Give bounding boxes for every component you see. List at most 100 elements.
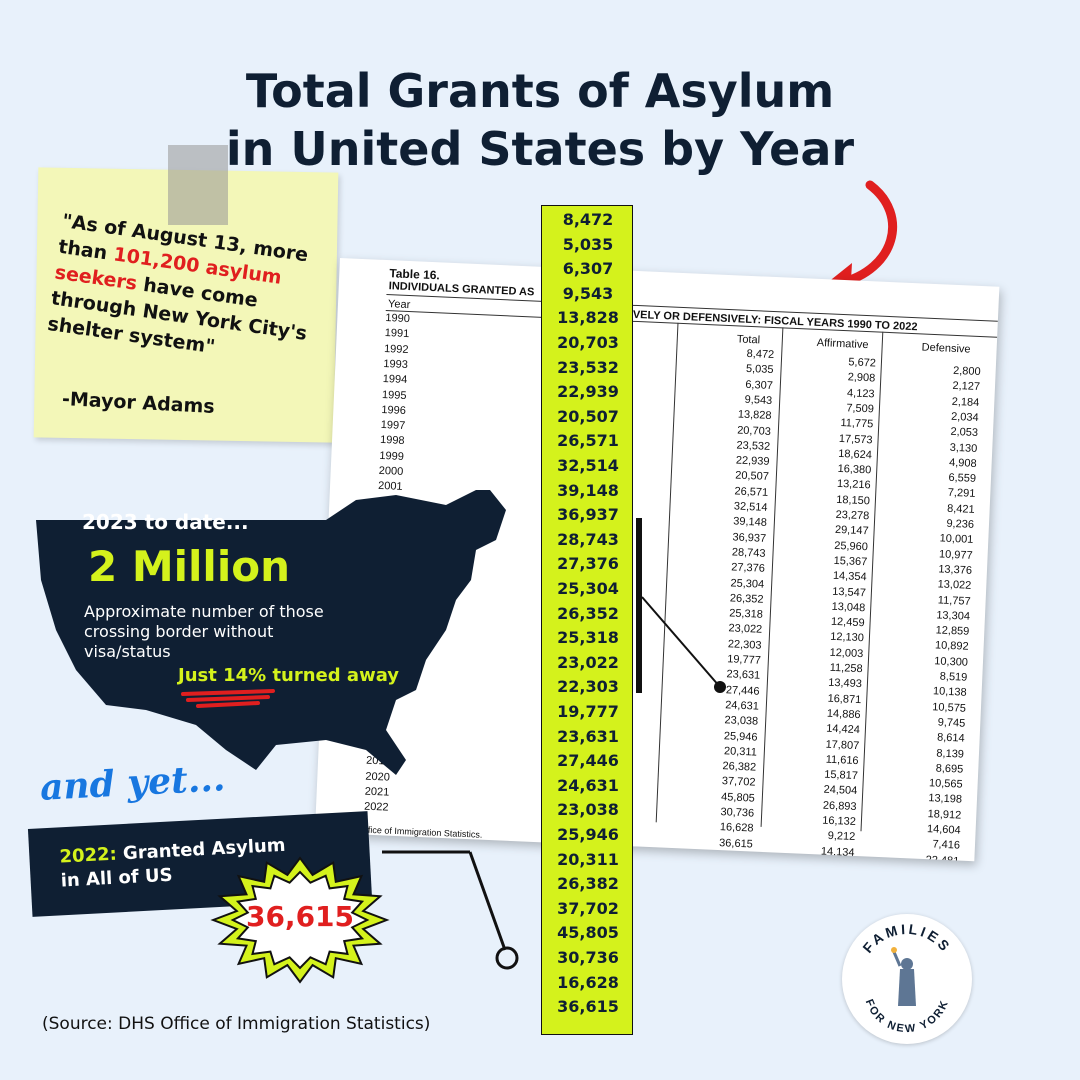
highlight-value: 28,743 xyxy=(557,529,619,549)
table-affirmative-cell: 17,807 xyxy=(825,738,860,752)
table-total-cell: 37,702 xyxy=(721,775,756,790)
table-year: 1991 xyxy=(384,327,410,341)
table-affirmative-cell: 15,367 xyxy=(833,554,868,569)
table-affirmative-cell: 4,123 xyxy=(846,386,875,401)
column-total-header: Total xyxy=(736,333,761,347)
table-defensive-cell: 10,138 xyxy=(932,685,967,700)
table-defensive-cell: 9,236 xyxy=(946,517,975,531)
table-affirmative-cell: 23,278 xyxy=(835,508,870,523)
table-affirmative-cell: 16,380 xyxy=(837,463,872,477)
table-total-cell: 6,307 xyxy=(745,378,774,392)
us-map-silhouette xyxy=(36,490,506,775)
highlight-value: 45,805 xyxy=(557,923,619,943)
table-total-cell: 36,615 xyxy=(718,836,754,851)
table-total-cell: 13,828 xyxy=(737,408,772,423)
table-defensive-cell: 10,977 xyxy=(938,548,973,562)
table-affirmative-cell: 18,150 xyxy=(836,493,871,508)
table-total-cell: 23,038 xyxy=(724,714,759,728)
table-affirmative-cell: 17,573 xyxy=(838,432,873,446)
banner-year: 2022: xyxy=(58,843,118,868)
table-year: 1990 xyxy=(385,312,411,326)
table-affirmative-cell: 13,048 xyxy=(831,600,866,615)
red-underline-icon xyxy=(181,689,275,708)
two-million-figure: 2 Million xyxy=(88,542,290,591)
families-for-new-york-logo: FAMILIES FOR NEW YORK xyxy=(842,914,972,1044)
highlight-value: 37,702 xyxy=(557,898,619,918)
table-defensive-cell: 18,912 xyxy=(927,807,962,822)
table-defensive-cell: 11,757 xyxy=(937,593,971,608)
table-header-rest: IVELY OR DEFENSIVELY: FISCAL YEARS 1990 … xyxy=(629,308,918,334)
highlight-value: 26,382 xyxy=(557,874,619,894)
svg-text:FAMILIES: FAMILIES xyxy=(859,921,954,956)
highlight-value: 16,628 xyxy=(557,972,619,992)
table-affirmative-cell: 12,459 xyxy=(830,615,865,630)
starburst-badge xyxy=(210,856,390,984)
table-defensive-cell: 22,481 xyxy=(925,853,960,862)
table-total-cell: 22,939 xyxy=(735,454,770,469)
table-defensive-cell: 10,300 xyxy=(934,655,969,669)
table-affirmative-cell: 11,616 xyxy=(825,753,859,767)
table-defensive-cell: 8,614 xyxy=(936,731,965,745)
highlight-value: 20,311 xyxy=(557,849,619,869)
table-total-cell: 16,628 xyxy=(719,821,754,835)
table-affirmative-cell: 24,504 xyxy=(823,783,858,798)
table-total-cell: 45,805 xyxy=(720,790,756,805)
highlight-value: 27,376 xyxy=(557,554,619,574)
table-affirmative-cell: 13,216 xyxy=(836,478,871,492)
title-line-2: in United States by Year xyxy=(225,122,855,176)
table-total-cell: 28,743 xyxy=(731,546,766,560)
table-total-cell: 25,946 xyxy=(723,729,758,744)
table-total-cell: 20,507 xyxy=(734,469,770,484)
table-defensive-cell: 8,519 xyxy=(939,670,968,684)
table-defensive-cell: 10,892 xyxy=(934,639,969,654)
table-total-cell: 27,376 xyxy=(730,561,766,576)
banner-text-2: in All of US xyxy=(60,864,174,892)
table-defensive-cell: 2,184 xyxy=(951,395,980,409)
table-affirmative-cell: 14,886 xyxy=(826,707,861,722)
highlight-value: 24,631 xyxy=(557,775,619,795)
highlight-value: 32,514 xyxy=(557,456,619,475)
burst-value: 36,615 xyxy=(245,900,355,933)
and-yet-text: and yet... xyxy=(39,757,227,809)
table-affirmative-cell: 16,871 xyxy=(827,692,862,706)
table-defensive-cell: 13,304 xyxy=(936,609,971,623)
highlight-value: 22,939 xyxy=(557,382,619,402)
table-year: 2021 xyxy=(364,785,390,799)
highlight-value: 23,038 xyxy=(557,800,619,820)
table-defensive-cell: 7,291 xyxy=(947,487,976,501)
map-desc-3: visa/status xyxy=(84,642,171,661)
highlight-value: 25,304 xyxy=(557,579,619,598)
table-defensive-cell: 4,908 xyxy=(948,456,977,470)
title-line-1: Total Grants of Asylum xyxy=(245,64,835,118)
table-defensive-cell: 13,376 xyxy=(938,563,973,577)
table-defensive-cell: 12,859 xyxy=(935,624,970,638)
table-total-cell: 26,382 xyxy=(722,760,757,774)
highlight-value: 8,472 xyxy=(562,210,614,229)
page-title: Total Grants of Asylum in United States … xyxy=(0,62,1080,178)
table-affirmative-cell: 18,624 xyxy=(838,447,873,462)
table-affirmative-cell: 11,258 xyxy=(829,661,863,676)
divider xyxy=(655,322,679,823)
table-total-cell: 24,631 xyxy=(724,699,760,713)
table-affirmative-cell: 15,817 xyxy=(824,768,859,783)
turned-away-note: Just 14% turned away xyxy=(178,665,400,686)
table-total-cell: 20,703 xyxy=(736,423,772,438)
pointer-line xyxy=(641,596,726,693)
highlight-value: 22,303 xyxy=(557,677,619,697)
table-defensive-cell: 8,139 xyxy=(936,746,965,761)
highlight-value: 36,937 xyxy=(557,505,619,525)
column-year-header: Year xyxy=(387,298,411,312)
table-affirmative-cell: 12,003 xyxy=(829,646,864,660)
table-total-cell: 32,514 xyxy=(733,500,768,514)
table-defensive-cell: 13,198 xyxy=(928,792,963,807)
highlight-total-column: 8,472 5,035 6,307 9,543 13,828 20,703 23,532 22… xyxy=(541,205,633,1035)
table-total-cell: 39,148 xyxy=(732,515,768,530)
highlight-value: 6,307 xyxy=(562,259,614,279)
highlight-value: 25,318 xyxy=(557,628,619,648)
table-year: 1994 xyxy=(382,373,408,387)
table-defensive-cell: 2,127 xyxy=(952,380,981,394)
column-affirmative-header: Affirmative xyxy=(816,336,869,352)
table-total-cell: 5,035 xyxy=(745,363,774,377)
table-affirmative-cell: 14,424 xyxy=(826,722,861,737)
table-year: 1999 xyxy=(379,449,405,463)
